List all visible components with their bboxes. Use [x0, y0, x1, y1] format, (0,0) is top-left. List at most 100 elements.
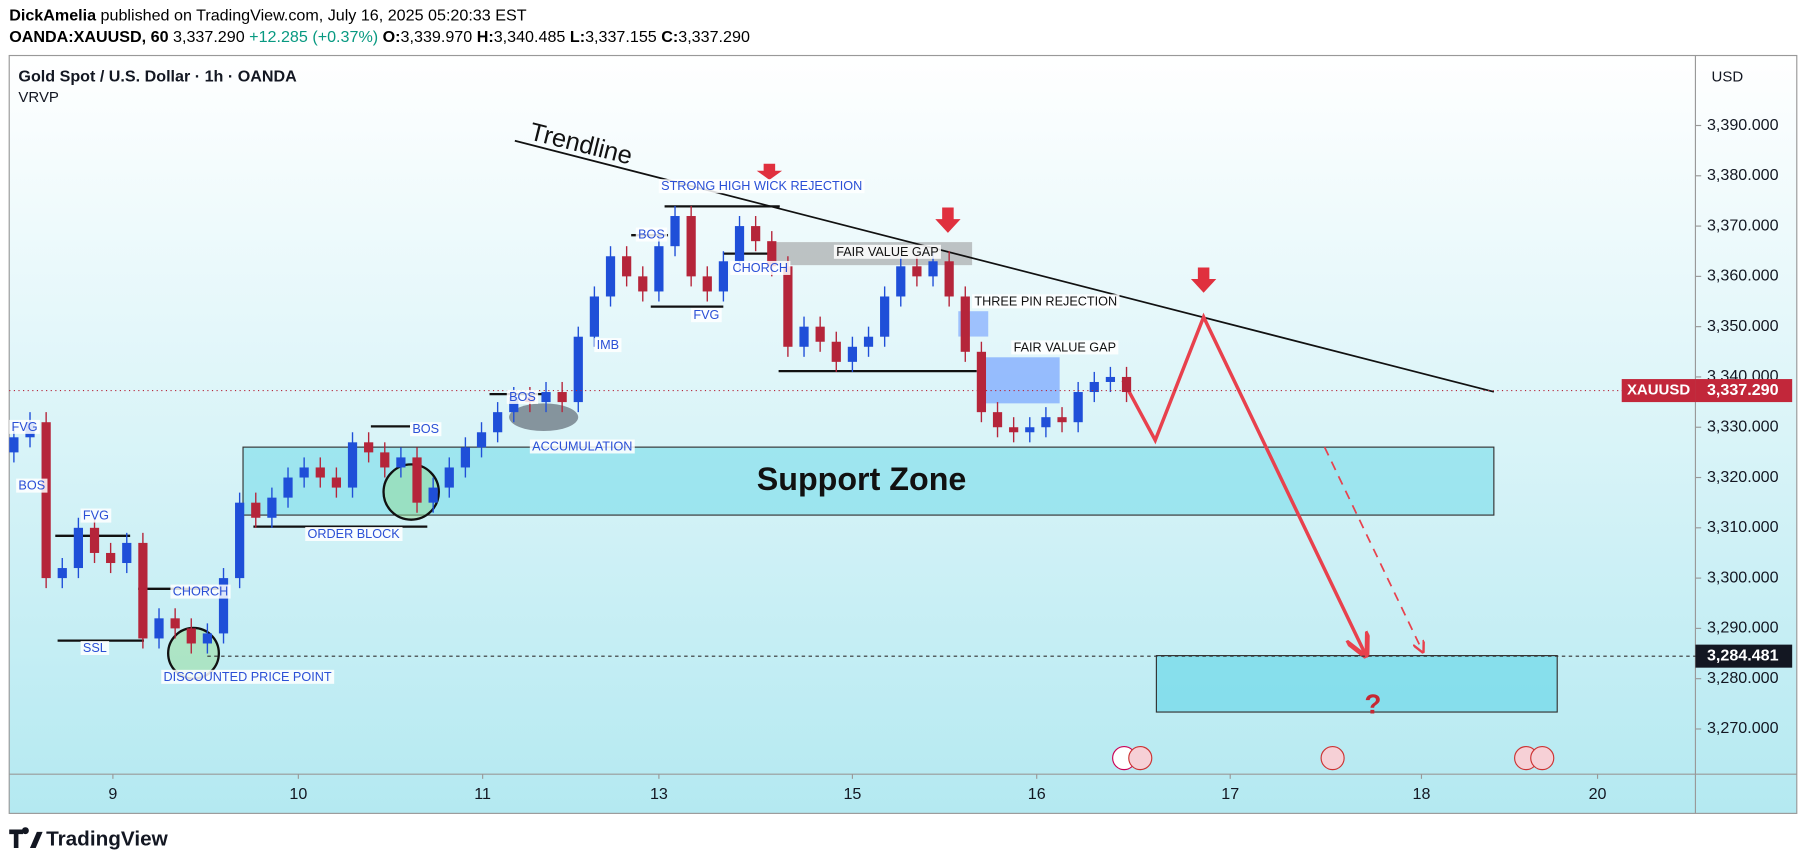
down-arrows — [756, 163, 1217, 293]
candle-body — [992, 412, 1003, 428]
candle-body — [783, 266, 793, 347]
candle-body — [218, 578, 229, 634]
candle-body — [912, 266, 922, 277]
candle-body — [1025, 427, 1035, 433]
candle-body — [638, 276, 648, 292]
accumulation-marker — [509, 403, 579, 431]
annotation: FAIR VALUE GAP — [1014, 340, 1116, 354]
y-tick-label: 3,390.000 — [1707, 116, 1779, 134]
brand: TradingView — [46, 827, 169, 850]
y-tick-label: 3,290.000 — [1707, 619, 1779, 637]
candle-body — [751, 226, 761, 242]
annotation-bg — [691, 308, 722, 323]
target-badge-bg — [1695, 644, 1793, 668]
candle-body — [847, 346, 858, 362]
annotation: BOS — [509, 390, 536, 404]
annotation-bg — [305, 527, 403, 542]
candle-body — [1073, 392, 1083, 423]
candle-body — [251, 502, 261, 518]
candle-body — [170, 618, 180, 629]
indicator: VRVP — [18, 89, 59, 106]
annotation: ORDER BLOCK — [308, 527, 401, 541]
symbol-badge-bg — [1621, 379, 1696, 403]
candle-body — [1121, 376, 1132, 393]
value: 3,339.970 — [401, 29, 473, 47]
candle-body — [815, 326, 825, 342]
candle-body — [670, 216, 680, 247]
annotation-bg — [972, 294, 1120, 309]
candle-body — [186, 628, 196, 644]
annotation-bg — [506, 389, 539, 404]
x-tick-label: 16 — [1028, 785, 1046, 803]
x-tick-label: 20 — [1589, 785, 1607, 803]
published: published on TradingView.com, July 16, 2… — [101, 7, 527, 25]
candle-body — [1009, 427, 1019, 433]
annotation-bg — [635, 227, 668, 242]
annotation: FVG — [693, 308, 719, 322]
annotation-bg — [1011, 340, 1119, 355]
y-tick-label: 3,360.000 — [1707, 267, 1779, 285]
annotation: SSL — [83, 641, 107, 655]
x-tick-label: 18 — [1413, 785, 1431, 803]
annotation-bg — [80, 641, 110, 656]
y-tick-label: 3,380.000 — [1707, 166, 1779, 184]
label: C: — [661, 29, 678, 47]
symbol: OANDA:XAUUSD, 60 — [9, 29, 168, 47]
annotation: ? — [1364, 689, 1381, 720]
candle-body — [412, 457, 422, 503]
annotation-bg — [170, 584, 231, 599]
annotation-bg — [161, 669, 335, 684]
currency: USD — [1712, 68, 1744, 85]
x-tick-label: 9 — [108, 785, 117, 803]
target-zone — [1155, 655, 1558, 713]
annotation: CHORCH — [173, 585, 229, 599]
candle-body — [283, 477, 293, 498]
annotation: STRONG HIGH WICK REJECTION — [661, 179, 862, 193]
annotation: FAIR VALUE GAP — [836, 245, 938, 259]
candle-body — [1041, 417, 1051, 428]
x-tick-label: 17 — [1221, 785, 1239, 803]
x-tick-label: 13 — [650, 785, 668, 803]
event-icons — [1112, 746, 1555, 771]
annotation: FVG — [83, 509, 109, 523]
candle-body — [1105, 376, 1116, 382]
candle-body — [460, 447, 471, 468]
target-badge: 3,284.481 — [1707, 646, 1779, 664]
candle-body — [622, 256, 632, 277]
y-tick-label: 3,370.000 — [1707, 216, 1779, 234]
candle-body — [605, 256, 616, 297]
logo — [9, 827, 43, 848]
projection-path — [1121, 312, 1365, 653]
value: 3,340.485 — [494, 29, 566, 47]
candle-body — [686, 216, 696, 277]
label: H: — [477, 29, 494, 47]
annotation-bg — [658, 179, 865, 194]
annotation-bg — [16, 478, 48, 493]
candle-body — [364, 442, 374, 453]
candle-body — [493, 412, 503, 433]
candle-body — [106, 552, 116, 564]
quote-line: OANDA:XAUUSD, 60 3,337.290 +12.285 (+0.3… — [9, 29, 750, 47]
change: +12.285 (+0.37%) — [249, 29, 378, 47]
annotation-bg — [594, 338, 622, 353]
annotation: THREE PIN REJECTION — [974, 294, 1117, 308]
value: 3,337.290 — [678, 29, 750, 47]
candle-body — [41, 422, 51, 579]
annotation-bg — [833, 244, 941, 259]
chart-title: Gold Spot / U.S. Dollar · 1h · OANDA — [18, 68, 297, 86]
y-tick-label: 3,350.000 — [1707, 317, 1779, 335]
x-tick-label: 10 — [289, 785, 307, 803]
candle-body — [880, 296, 890, 337]
candle-body — [589, 296, 600, 337]
candle-body — [331, 477, 342, 488]
projection-dashed — [1323, 446, 1423, 651]
annotation-bg — [9, 419, 40, 434]
fvg-box — [979, 357, 1060, 404]
annotation-bg — [80, 508, 112, 523]
candle-body — [960, 296, 970, 352]
candle-body — [557, 392, 567, 403]
candle-body — [896, 266, 906, 297]
label: L: — [570, 29, 585, 47]
candle-body — [9, 437, 19, 453]
